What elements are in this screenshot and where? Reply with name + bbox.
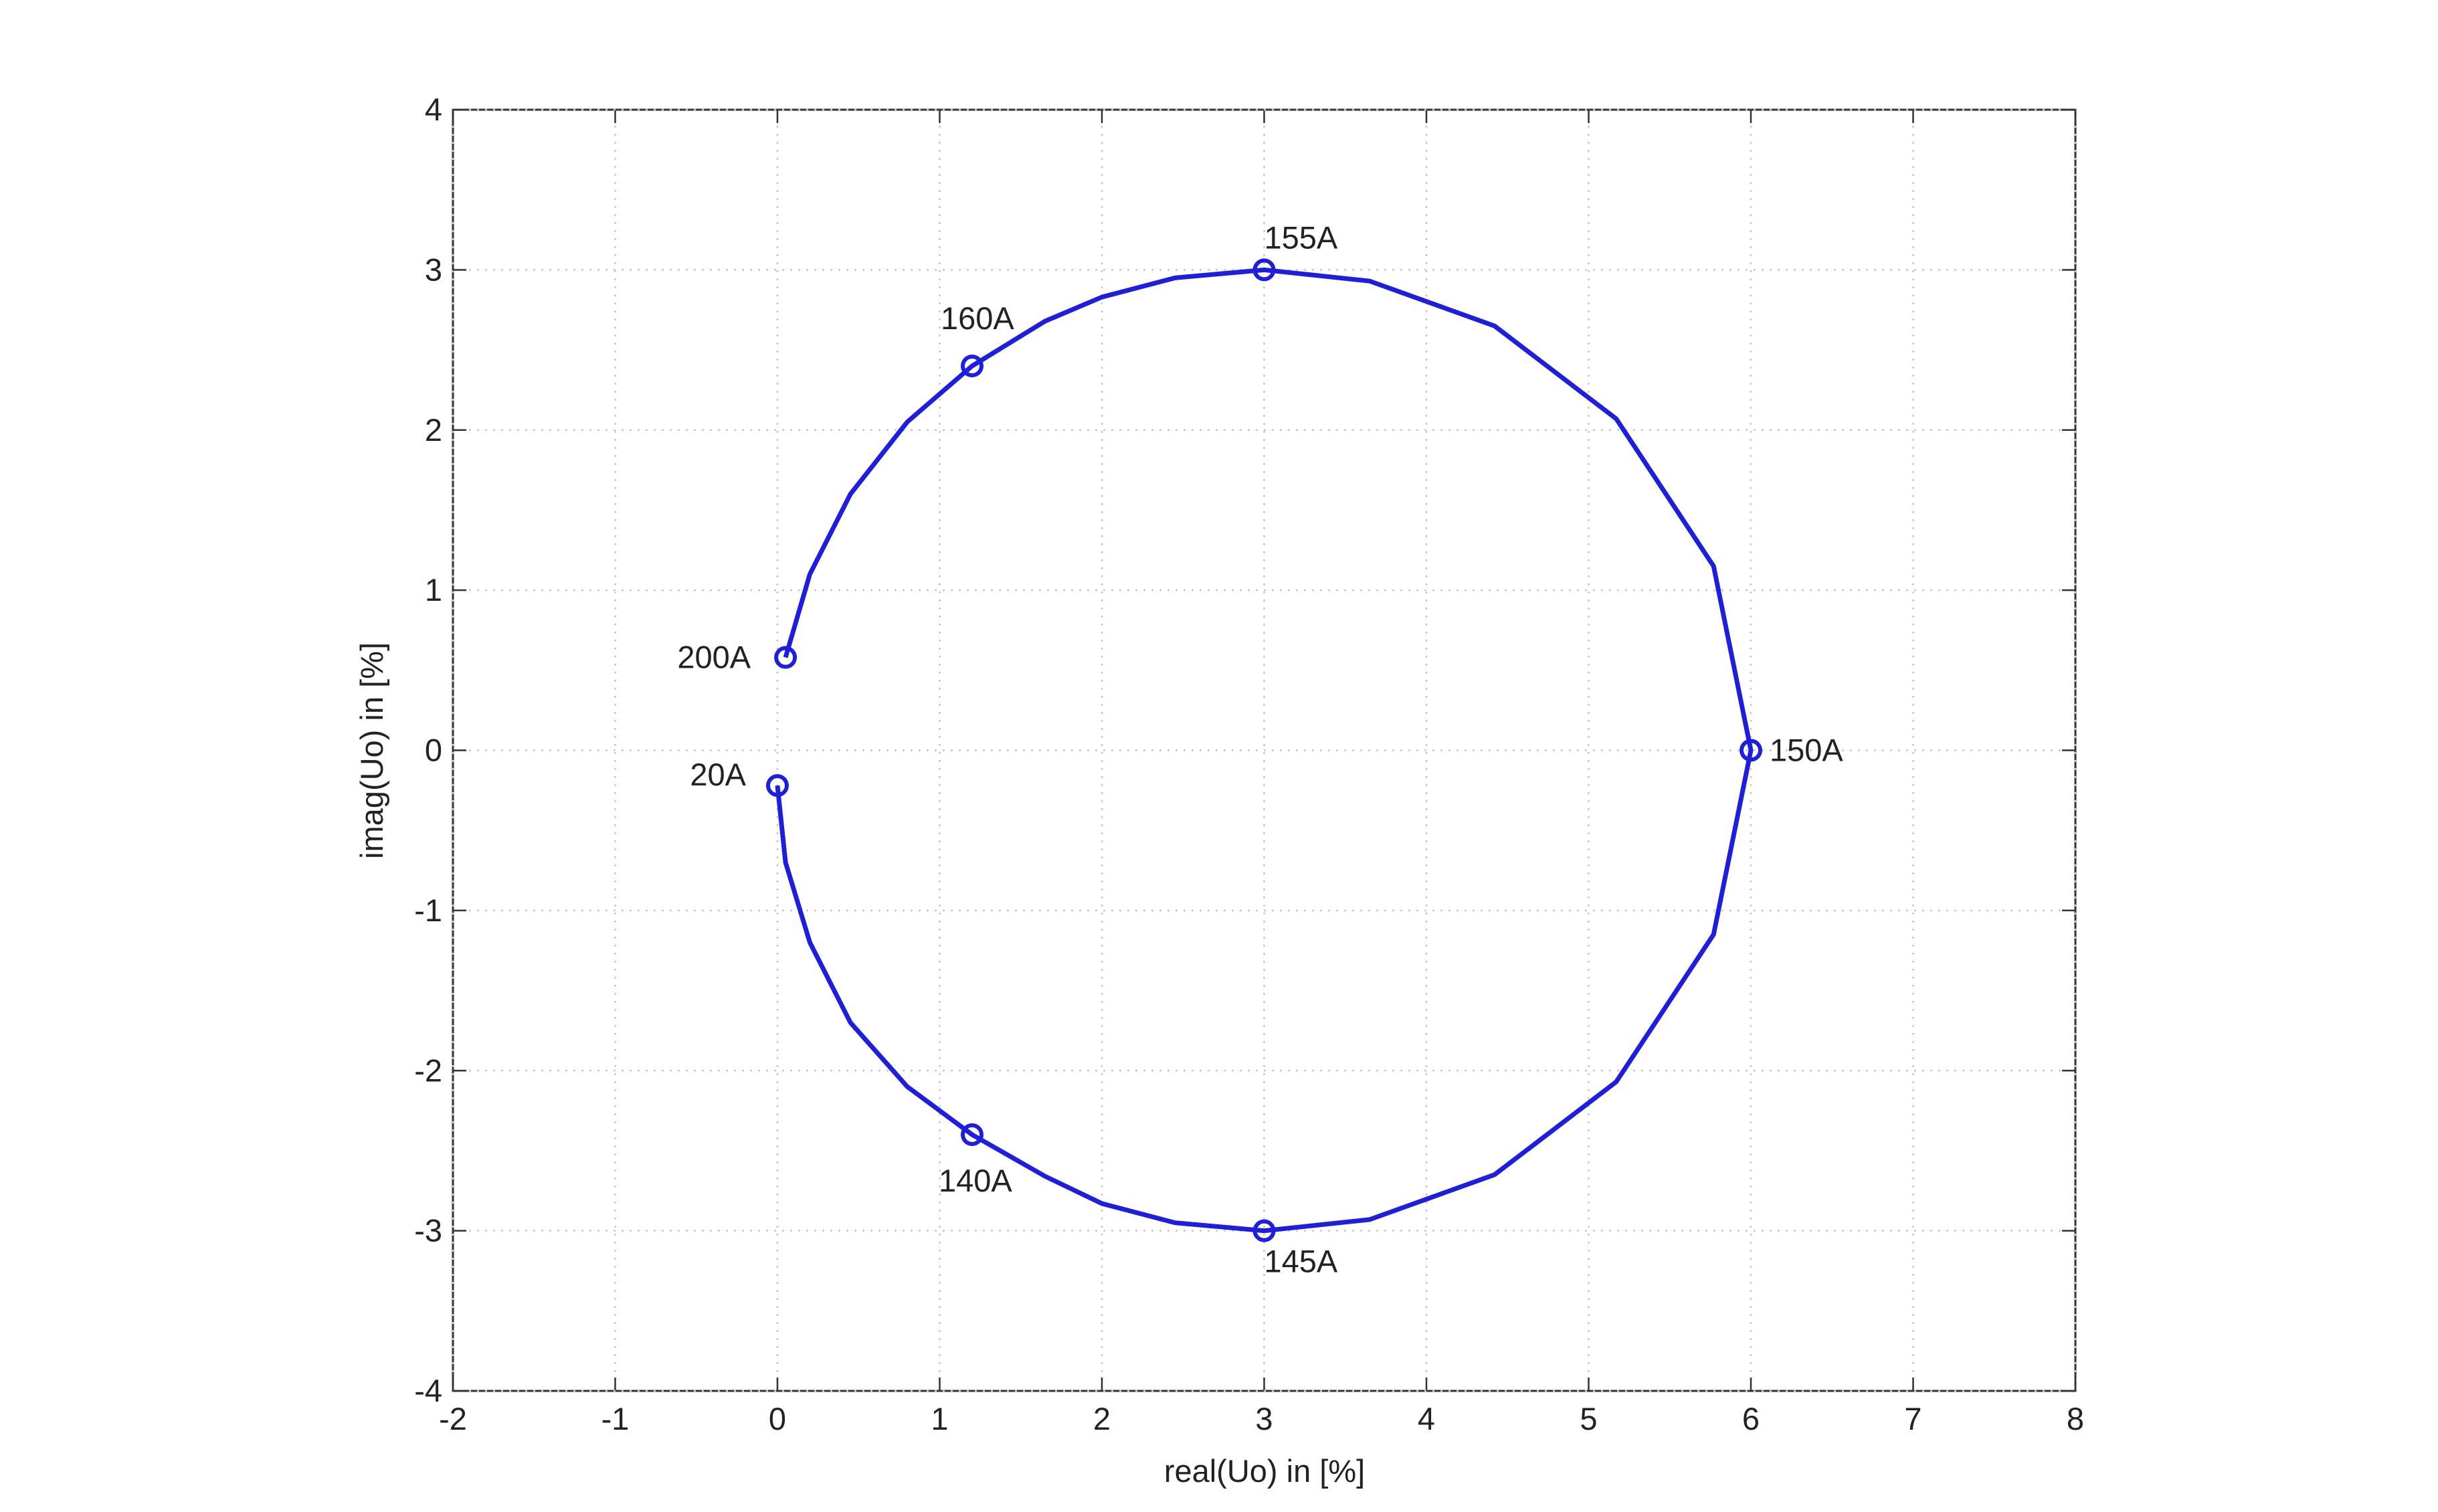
y-axis-label: imag(Uo) in [%] (354, 642, 389, 859)
marker (766, 774, 789, 797)
y-tick-label: 0 (425, 733, 442, 768)
x-tick-label: 8 (2067, 1401, 2084, 1436)
y-tick-label: -4 (414, 1373, 442, 1408)
point-label: 20A (690, 757, 746, 792)
x-tick-label: 5 (1580, 1401, 1597, 1436)
x-tick-label: 3 (1255, 1401, 1273, 1436)
point-label: 140A (939, 1163, 1012, 1198)
y-tick-label: 1 (425, 572, 442, 607)
x-tick-label: 0 (769, 1401, 786, 1436)
data-line (775, 267, 1754, 1234)
x-tick-label: 4 (1418, 1401, 1435, 1436)
x-axis-label: real(Uo) in [%] (1164, 1453, 1365, 1489)
marker (961, 1123, 983, 1146)
y-tick-label: 2 (425, 412, 442, 448)
point-label: 160A (941, 300, 1014, 336)
y-tick-label: 3 (425, 252, 442, 287)
y-tick-label: -1 (414, 892, 442, 928)
x-tick-label: 6 (1742, 1401, 1760, 1436)
point-label: 150A (1770, 733, 1843, 768)
marker (961, 355, 983, 377)
point-label: 200A (677, 640, 751, 675)
point-label: 145A (1264, 1244, 1338, 1279)
marker (1252, 258, 1276, 282)
marker (774, 646, 798, 669)
point-label: 155A (1264, 219, 1338, 255)
x-tick-label: -1 (601, 1401, 630, 1436)
x-tick-label: -2 (439, 1401, 467, 1436)
y-tick-label: -3 (414, 1213, 442, 1248)
x-tick-label: 7 (1904, 1401, 1921, 1436)
x-tick-label: 1 (931, 1401, 948, 1436)
x-tick-label: 2 (1093, 1401, 1111, 1436)
marker (1252, 1219, 1276, 1242)
y-tick-label: 4 (425, 92, 442, 127)
marker (1740, 739, 1762, 762)
y-tick-label: -2 (414, 1052, 442, 1088)
